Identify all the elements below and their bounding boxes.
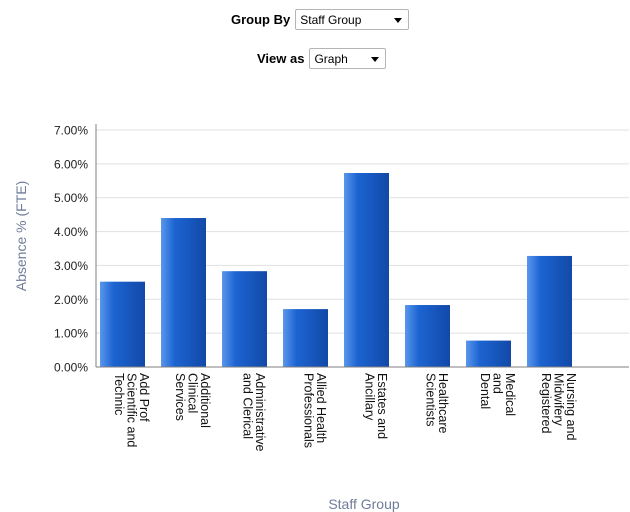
x-tick-label: Healthcare	[436, 373, 450, 433]
bar	[283, 309, 328, 367]
group-by-row: Group By Staff Group	[231, 9, 410, 30]
y-tick-label: 6.00%	[54, 157, 88, 171]
y-tick-label: 5.00%	[54, 191, 88, 205]
group-by-value: Staff Group	[300, 12, 362, 27]
bar	[222, 271, 267, 367]
x-tick-label: Technic	[112, 373, 126, 415]
chevron-down-icon	[371, 57, 380, 62]
y-axis-label: Absence % (FTE)	[13, 181, 29, 291]
view-as-select[interactable]: Graph	[309, 48, 387, 69]
view-as-label: View as	[257, 51, 305, 66]
group-by-select[interactable]: Staff Group	[295, 9, 410, 30]
x-tick-label: Estates and	[375, 373, 389, 439]
bar	[466, 340, 511, 367]
x-tick-label: Administrative	[253, 373, 267, 452]
y-tick-label: 2.00%	[54, 293, 88, 307]
bars	[100, 172, 572, 367]
view-as-row: View as Graph	[257, 48, 387, 69]
x-tick-label: and Clerical	[240, 373, 254, 439]
x-tick-label: Scientists	[423, 373, 437, 427]
y-tick-label: 7.00%	[54, 124, 88, 138]
x-tick-label: Clinical	[186, 373, 200, 413]
x-tick-label: Registered	[539, 373, 553, 433]
x-tick-label: and	[491, 373, 505, 394]
bar	[405, 305, 450, 367]
x-tick-label: Services	[173, 373, 187, 421]
bar	[527, 255, 572, 367]
x-tick-label: Dental	[478, 373, 492, 409]
x-tick-label: Allied Health	[314, 373, 328, 443]
group-by-label: Group By	[231, 12, 291, 27]
bar	[161, 218, 206, 367]
x-tick-label: Professionals	[301, 373, 315, 448]
x-tick-label: Medical	[503, 373, 517, 416]
y-tick-label: 0.00%	[54, 361, 88, 375]
bar	[344, 172, 389, 367]
x-tick-label: Nursing and	[564, 373, 578, 440]
x-tick-label: Additional	[198, 373, 212, 428]
x-tick-label: Add Prof	[137, 373, 151, 422]
view-as-value: Graph	[314, 51, 348, 66]
y-tick-label: 3.00%	[54, 259, 88, 273]
x-tick-label: Midwifery	[552, 373, 566, 427]
y-tick-labels: 0.00% 1.00% 2.00% 3.00% 4.00% 5.00% 6.00% 7.00%	[54, 124, 88, 375]
x-axis-label: Staff Group	[328, 496, 400, 512]
y-tick-label: 1.00%	[54, 327, 88, 341]
y-tick-label: 4.00%	[54, 225, 88, 239]
x-tick-label: Scientific and	[125, 373, 139, 447]
chevron-down-icon	[394, 18, 403, 23]
x-tick-label: Ancillary	[362, 373, 376, 421]
bar	[100, 281, 145, 367]
